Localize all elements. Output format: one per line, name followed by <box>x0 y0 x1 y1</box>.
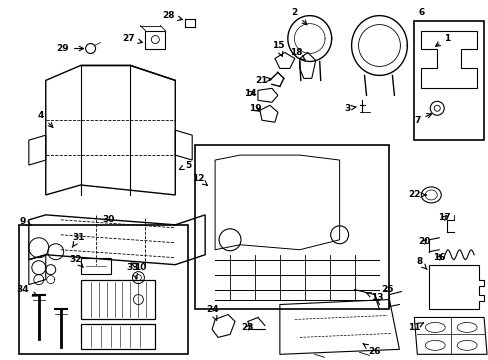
Text: 33: 33 <box>126 263 139 279</box>
Text: 22: 22 <box>407 190 426 199</box>
Text: 23: 23 <box>241 323 254 332</box>
Text: 32: 32 <box>69 255 83 267</box>
Text: 20: 20 <box>417 237 429 246</box>
Text: 6: 6 <box>417 8 424 17</box>
Text: 17: 17 <box>437 213 449 222</box>
Bar <box>19 225 188 354</box>
Text: 30: 30 <box>102 215 115 224</box>
Text: 7: 7 <box>413 114 431 125</box>
Bar <box>81 258 110 274</box>
Text: 29: 29 <box>56 44 83 53</box>
Text: 34: 34 <box>17 285 37 296</box>
Text: 28: 28 <box>162 11 182 21</box>
Text: 26: 26 <box>362 344 380 356</box>
Text: 31: 31 <box>72 233 85 247</box>
Text: 15: 15 <box>271 41 284 56</box>
Text: 9: 9 <box>20 217 32 226</box>
Text: 24: 24 <box>205 305 218 320</box>
Text: 25: 25 <box>381 285 393 294</box>
Text: 13: 13 <box>365 293 383 302</box>
Text: 1: 1 <box>435 34 449 46</box>
Bar <box>81 280 155 319</box>
Bar <box>81 324 155 349</box>
Text: 3: 3 <box>344 104 356 113</box>
Text: 10: 10 <box>131 263 146 272</box>
Bar <box>195 145 388 310</box>
Text: 8: 8 <box>415 257 427 270</box>
Text: 19: 19 <box>248 104 261 113</box>
Text: 5: 5 <box>179 161 191 170</box>
Text: 18: 18 <box>289 48 305 60</box>
Text: 4: 4 <box>38 111 53 127</box>
Text: 2: 2 <box>291 8 306 25</box>
Text: 27: 27 <box>122 34 142 44</box>
Text: 11: 11 <box>407 323 423 332</box>
Text: 12: 12 <box>191 174 207 185</box>
Text: 14: 14 <box>243 89 256 98</box>
Bar <box>413 21 483 140</box>
Text: 21: 21 <box>255 76 270 85</box>
Text: 16: 16 <box>432 253 445 262</box>
